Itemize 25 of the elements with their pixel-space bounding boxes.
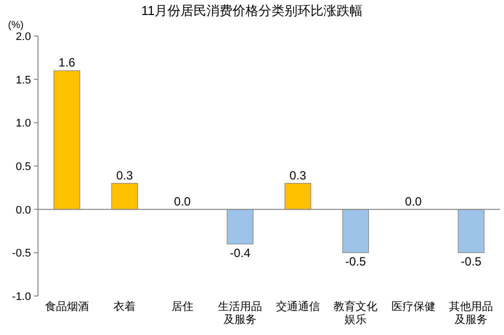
y-tick-label: 0.5	[16, 161, 31, 173]
x-tick-label: 食品烟酒	[44, 300, 89, 313]
x-tick-label: 居住	[171, 301, 194, 313]
data-label: 0.0	[405, 194, 422, 208]
y-tick-label: 1.5	[16, 74, 31, 86]
x-tick-label: 交通通信	[276, 300, 320, 313]
data-label: 0.0	[174, 194, 192, 208]
x-tick-label: 医疗保健	[391, 300, 436, 313]
data-label: -0.5	[345, 254, 366, 269]
chart-title: 11月份居民消费价格分类别环比涨跌幅	[141, 3, 363, 18]
y-tick-label: 2.0	[16, 31, 31, 43]
data-label: 0.3	[116, 168, 134, 182]
y-axis-title: (%)	[8, 20, 24, 31]
y-tick-label: -0.5	[12, 248, 31, 260]
y-tick-label: 1.0	[16, 118, 31, 130]
y-tick-label: -1.0	[12, 291, 31, 303]
y-tick-label: 0.0	[16, 204, 31, 216]
data-label: -0.4	[230, 246, 251, 260]
data-label: 1.6	[58, 56, 76, 70]
x-tick-label: 其他用品及服务	[449, 300, 494, 326]
data-label: -0.5	[460, 254, 482, 269]
x-tick-label: 生活用品及服务	[218, 300, 262, 326]
x-tick-label: 教育文化娱乐	[334, 300, 378, 326]
data-label: 0.3	[290, 168, 307, 182]
x-tick-label: 衣着	[114, 300, 136, 313]
